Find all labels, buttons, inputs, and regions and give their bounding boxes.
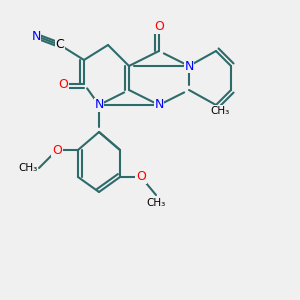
Text: O: O	[154, 20, 164, 34]
Text: O: O	[52, 143, 62, 157]
Text: N: N	[94, 98, 104, 112]
Text: O: O	[136, 170, 146, 184]
Text: N: N	[154, 98, 164, 112]
Text: CH₃: CH₃	[146, 198, 166, 208]
Text: N: N	[184, 59, 194, 73]
Text: CH₃: CH₃	[18, 163, 38, 173]
Text: N: N	[31, 29, 41, 43]
Text: CH₃: CH₃	[210, 106, 229, 116]
Text: O: O	[58, 77, 68, 91]
Text: C: C	[56, 38, 64, 52]
